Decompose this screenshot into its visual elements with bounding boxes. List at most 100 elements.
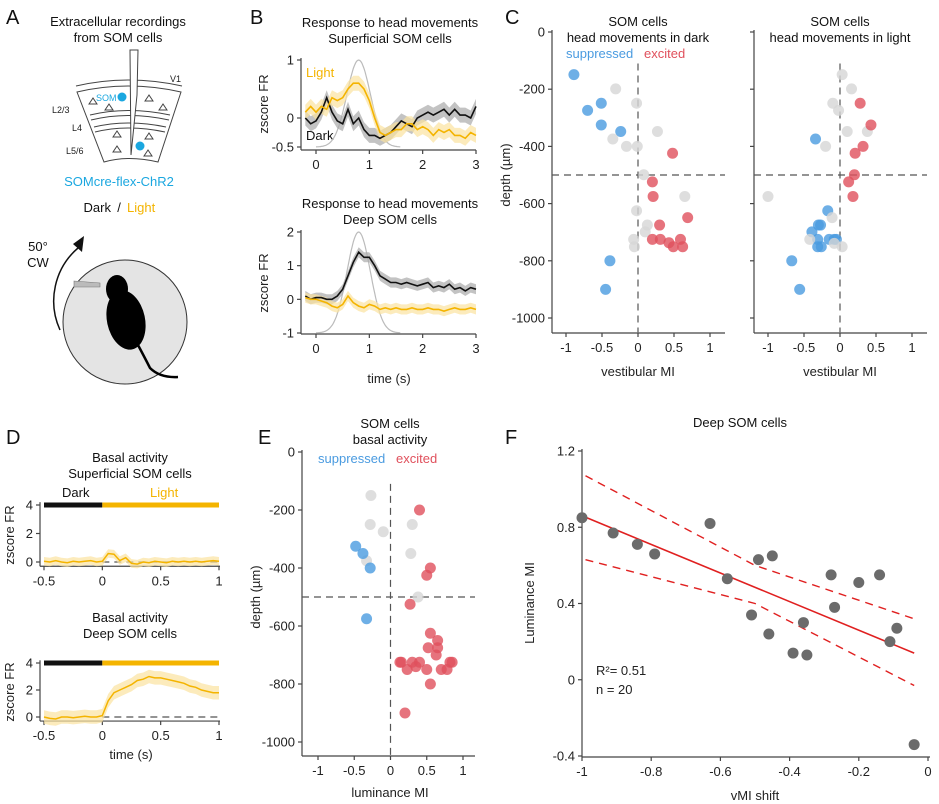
y-tick-label: 4 [26,498,33,513]
chart-title-line-1: SOM cells [360,416,420,431]
slash: / [117,200,121,215]
x-tick-label: -0.5 [343,763,365,778]
y-tick-label: 0 [287,111,294,126]
y-tick-label: 0 [288,445,295,460]
condition-bar-label-light: Light [150,485,179,500]
layer-label-l56: L5/6 [66,146,84,156]
data-point [763,628,775,640]
data-point [576,512,588,524]
panel-a: A Extracellular recordings from SOM cell… [6,7,188,385]
x-tick-label: 0.5 [867,340,885,355]
confidence-bound-upper [585,475,915,620]
mouse-icon [73,275,179,379]
data-point [825,569,837,581]
data-point [746,609,758,621]
x-tick-label: 1 [366,157,373,172]
data-point-suppressed [810,133,822,145]
x-tick-label: 0 [387,763,394,778]
data-point-excited [654,219,666,231]
data-point [829,601,841,613]
data-point-non-significant [826,212,838,224]
cortex-outline [75,79,183,163]
x-tick-label: 0 [99,728,106,743]
x-tick-label: 2 [419,341,426,356]
y-axis-label: depth (µm) [498,143,513,206]
data-point-non-significant [836,69,848,81]
y-tick-label: 1.2 [557,444,575,459]
chart-title-line-2: Deep SOM cells [83,626,177,641]
y-tick-label: 0 [287,292,294,307]
data-point [766,550,778,562]
som-cell-icon [135,141,145,151]
chart-title-line-1: Basal activity [92,450,168,465]
x-tick-label: 0.5 [665,340,683,355]
data-point-non-significant [631,205,643,217]
legend-excited: excited [644,46,685,61]
x-tick-label: 1 [366,341,373,356]
data-point-excited [646,176,658,188]
x-tick-label: -0.5 [33,573,55,588]
legend-suppressed: suppressed [318,451,385,466]
x-tick-label: 0.5 [418,763,436,778]
data-point-suppressed [350,540,362,552]
x-tick-label: -0.6 [709,764,731,779]
y-tick-label: 2 [26,526,33,541]
y-tick-label: 0 [26,710,33,725]
data-point-excited [667,147,679,159]
panel-d-top: D Basal activity Superficial SOM cells D… [2,427,223,588]
panel-letter-f: F [505,427,517,449]
y-tick-label: -200 [519,82,545,97]
data-point-non-significant [377,526,389,538]
data-point-excited [421,664,433,675]
mouse-body [106,290,146,350]
data-point-excited [424,678,436,690]
chart-title-line-2: head movements in light [770,30,911,45]
condition-bar-label-dark: Dark [62,485,90,500]
data-point-suppressed [815,219,827,231]
legend-excited: excited [396,451,437,466]
panel-letter-d: D [6,427,20,449]
layer-label-l4: L4 [72,123,82,133]
panel-f: F Deep SOM cells Luminance MI vMI shift … [505,415,932,803]
data-point-excited [446,656,458,668]
sem-band-dark [305,247,476,305]
x-axis-label: luminance MI [351,785,428,800]
legend-suppressed: suppressed [566,46,633,61]
data-point-excited [847,190,859,202]
y-tick-label: -600 [519,196,545,211]
data-point [787,647,799,659]
chart-title: Deep SOM cells [693,415,787,430]
data-point-excited [857,140,869,152]
som-label: SOM [96,93,117,103]
x-tick-label: 2 [419,157,426,172]
panel-b-top: B Response to head movements Superficial… [250,7,480,172]
data-point-suppressed [794,283,806,295]
data-point-excited [843,176,855,188]
y-tick-label: -800 [269,677,295,692]
y-tick-label: -200 [269,503,295,518]
x-tick-label: -0.4 [778,764,800,779]
data-point [704,517,716,529]
data-point-suppressed [595,97,607,109]
panel-letter-e: E [258,427,271,449]
data-point-non-significant [762,190,774,202]
x-tick-label: 0.5 [152,728,170,743]
headpost-icon [73,280,101,288]
chart-title-line-2: Superficial SOM cells [328,31,452,46]
y-tick-label: 0 [26,555,33,570]
som-cell-icon [117,92,127,102]
series-line-light [304,82,477,140]
arrowhead-icon [73,236,84,252]
n-annotation: n = 20 [596,682,633,697]
y-tick-label: -400 [269,561,295,576]
x-tick-label: 0.5 [152,573,170,588]
data-point-suppressed [568,69,580,81]
x-tick-label: -1 [312,763,324,778]
panel-c-dark: C SOM cells head movements in dark suppr… [498,7,725,379]
panel-a-title-2: from SOM cells [74,30,163,45]
data-point [649,548,661,560]
data-point-non-significant [841,126,853,138]
sem-band-light [44,669,219,726]
x-tick-label: 0 [924,764,931,779]
x-axis-label: time (s) [109,747,152,762]
